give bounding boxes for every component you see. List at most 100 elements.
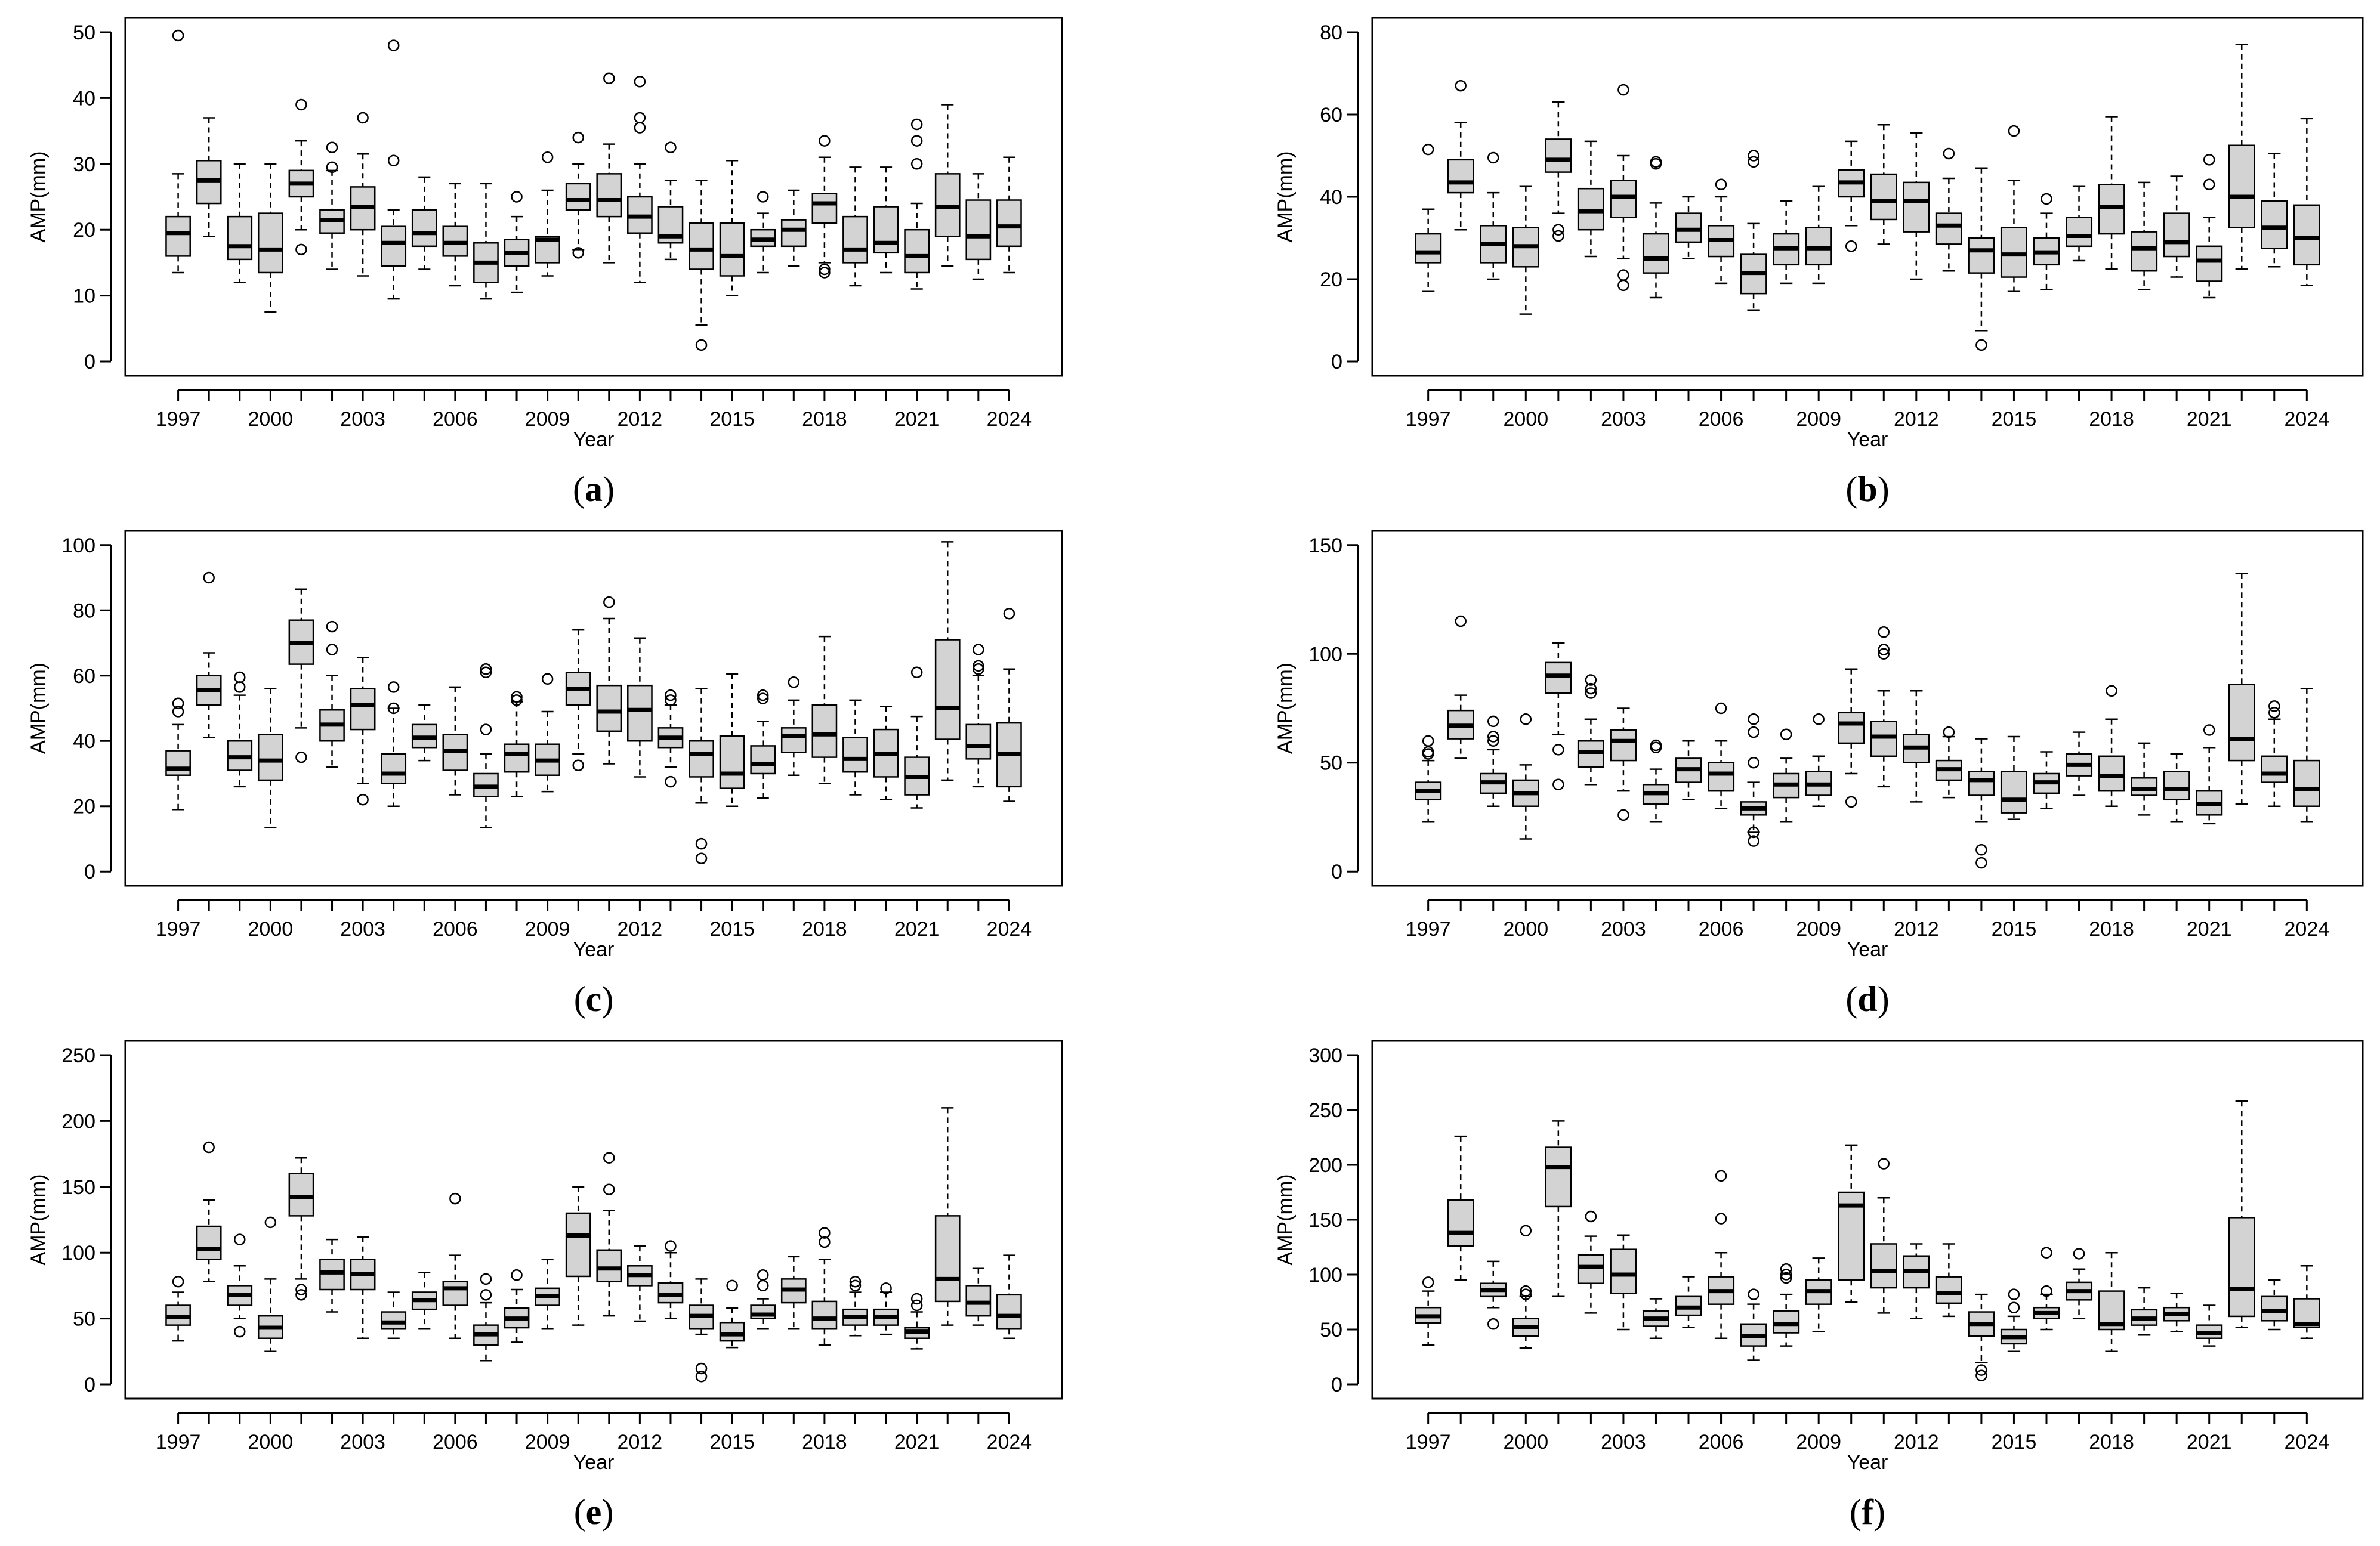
x-tick-label: 1997 — [156, 918, 201, 941]
iqr-box — [689, 740, 714, 778]
panel-e: 0 50 100 150 200 250 1997 2000 2003 2006 2009 2012 2… — [27, 1040, 1063, 1532]
x-tick-label: 2003 — [340, 408, 385, 431]
outlier-point — [726, 1279, 738, 1292]
x-axis-title: Year — [573, 428, 615, 451]
y-tick-label: 100 — [1308, 643, 1342, 666]
box-2019 — [842, 1276, 868, 1337]
box-2018 — [2098, 116, 2125, 270]
box-2015 — [2000, 1288, 2027, 1353]
box-2020 — [873, 706, 899, 801]
outlier-point — [1943, 147, 1955, 160]
outlier-point — [387, 154, 400, 167]
box-2004 — [1642, 156, 1669, 299]
box-2022 — [2228, 44, 2255, 270]
y-axis-title: AMP(mm) — [1274, 151, 1297, 243]
outlier-point — [480, 1273, 492, 1285]
iqr-box — [2261, 755, 2288, 783]
box-2009 — [1805, 713, 1832, 807]
outlier-point — [2073, 1248, 2085, 1260]
outlier-point — [2008, 1288, 2020, 1300]
outlier-point — [757, 191, 769, 203]
iqr-box — [2228, 144, 2255, 228]
outlier-point — [910, 118, 923, 131]
box-2013 — [657, 141, 684, 261]
y-tick-label: 150 — [1308, 534, 1342, 557]
panel-caption: (a) — [573, 469, 615, 509]
x-tick-label: 2021 — [894, 408, 940, 431]
outlier-point — [1422, 1276, 1434, 1288]
outlier-point — [1617, 279, 1629, 292]
y-tick-label: 100 — [61, 1242, 95, 1264]
panel-caption: (f) — [1850, 1492, 1885, 1532]
outlier-point — [326, 161, 338, 174]
iqr-box — [1870, 721, 1897, 757]
y-tick-label: 250 — [1308, 1099, 1342, 1122]
caption-paren-open: ( — [573, 469, 585, 509]
iqr-box — [565, 1212, 591, 1278]
outlier-point — [665, 141, 677, 153]
iqr-box — [1642, 233, 1669, 274]
x-tick-label: 2012 — [618, 918, 663, 941]
outlier-point — [387, 681, 400, 693]
outlier-point — [1975, 339, 1987, 351]
y-axis-title: AMP(mm) — [27, 663, 50, 754]
outlier-point — [2203, 724, 2215, 736]
iqr-box — [1545, 661, 1572, 694]
outlier-point — [480, 663, 492, 675]
box-2002 — [1577, 1210, 1604, 1314]
y-tick-label: 20 — [73, 796, 95, 818]
y-tick-label: 200 — [61, 1110, 95, 1133]
outlier-point — [819, 1227, 831, 1239]
outlier-point — [603, 1152, 615, 1164]
iqr-box — [504, 743, 530, 773]
x-tick-label: 2021 — [2187, 918, 2232, 941]
box-2009 — [1805, 185, 1832, 285]
outlier-point — [973, 644, 984, 655]
iqr-box — [719, 1321, 745, 1342]
iqr-box — [381, 225, 407, 267]
x-tick-label: 2003 — [1601, 408, 1646, 431]
outlier-point — [1455, 79, 1467, 92]
outlier-point — [695, 1371, 708, 1383]
box-2021 — [904, 1293, 930, 1350]
y-tick-label: 40 — [1320, 186, 1342, 209]
box-2003 — [350, 1236, 376, 1339]
box-2009 — [535, 1258, 560, 1330]
x-tick-label: 2015 — [1992, 918, 2037, 941]
outlier-point — [695, 1362, 708, 1375]
outlier-point — [1552, 778, 1564, 790]
x-tick-label: 2015 — [709, 1431, 755, 1454]
box-2006 — [1708, 1170, 1735, 1339]
outlier-point — [1748, 1288, 1759, 1300]
box-2011 — [1870, 1158, 1897, 1314]
outlier-point — [910, 135, 923, 147]
outlier-point — [2268, 707, 2280, 719]
iqr-box — [1447, 159, 1474, 194]
iqr-box — [780, 219, 807, 248]
box-2006 — [442, 686, 468, 796]
box-2012 — [1903, 1243, 1930, 1319]
outlier-point — [1422, 143, 1434, 156]
outlier-point — [849, 1279, 862, 1292]
iqr-box — [2261, 1295, 2288, 1322]
box-2000 — [257, 688, 283, 828]
outlier-point — [480, 1289, 492, 1301]
box-2023 — [2261, 1279, 2288, 1331]
y-tick-label: 50 — [73, 21, 95, 44]
x-tick-label: 2018 — [2089, 408, 2134, 431]
x-axis-title: Year — [1847, 938, 1888, 961]
caption-paren-close: ) — [1878, 979, 1890, 1019]
iqr-box — [257, 734, 283, 781]
outlier-point — [849, 1276, 862, 1288]
x-tick-label: 2003 — [1601, 1431, 1646, 1454]
iqr-box — [1838, 712, 1865, 744]
iqr-box — [1577, 740, 1604, 768]
outlier-point — [234, 681, 246, 693]
box-1997 — [165, 29, 191, 274]
outlier-point — [634, 122, 646, 134]
box-2021 — [2196, 154, 2223, 299]
box-2016 — [2033, 1247, 2060, 1331]
iqr-box — [842, 215, 868, 264]
box-2005 — [1675, 740, 1702, 801]
panel-caption: (e) — [574, 1492, 614, 1532]
